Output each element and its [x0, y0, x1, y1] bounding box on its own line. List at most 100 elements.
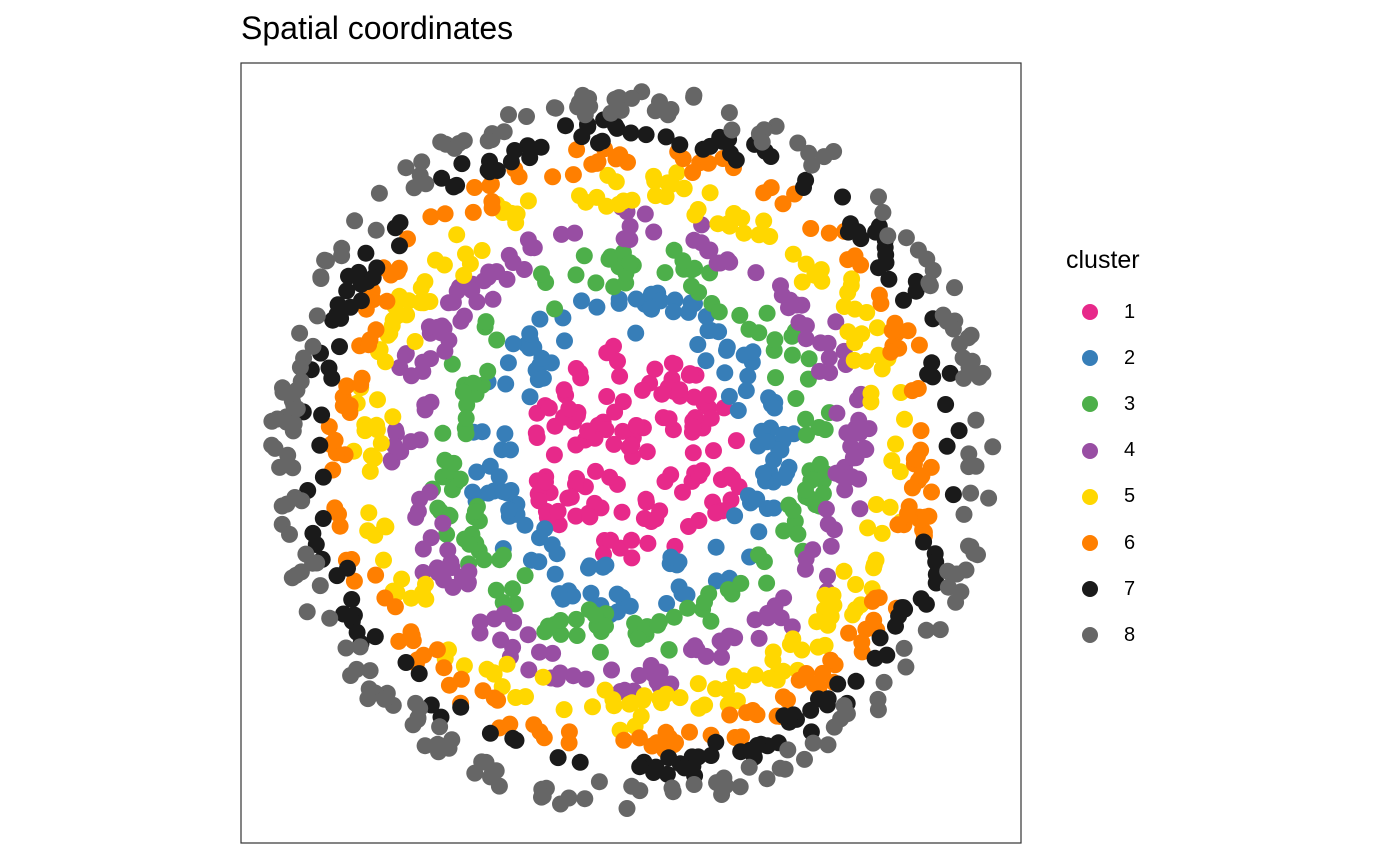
point-cluster-4	[505, 613, 523, 631]
point-cluster-3	[479, 362, 497, 380]
point-cluster-6	[327, 444, 345, 462]
point-cluster-5	[390, 306, 408, 324]
point-cluster-2	[546, 565, 564, 583]
point-cluster-6	[774, 195, 792, 213]
point-cluster-6	[802, 220, 820, 237]
point-cluster-1	[646, 360, 664, 378]
point-cluster-7	[448, 176, 466, 194]
point-cluster-3	[454, 383, 472, 401]
point-cluster-4	[577, 670, 595, 688]
point-cluster-7	[937, 396, 955, 413]
point-cluster-1	[680, 518, 697, 535]
point-cluster-5	[599, 166, 617, 184]
legend-key-dot	[1082, 442, 1098, 459]
point-cluster-7	[707, 733, 725, 751]
point-cluster-8	[895, 639, 913, 657]
point-cluster-7	[631, 758, 649, 776]
point-cluster-3	[750, 324, 768, 342]
point-cluster-2	[564, 587, 582, 605]
point-cluster-3	[758, 304, 776, 322]
point-cluster-4	[811, 362, 828, 380]
point-cluster-8	[825, 718, 843, 736]
point-cluster-7	[894, 599, 912, 617]
point-cluster-6	[510, 168, 528, 186]
point-cluster-6	[738, 704, 756, 722]
point-cluster-1	[685, 388, 703, 406]
point-cluster-4	[531, 643, 548, 661]
point-cluster-4	[812, 334, 830, 352]
point-cluster-5	[847, 576, 865, 593]
point-cluster-8	[618, 800, 636, 817]
point-cluster-2	[520, 339, 538, 357]
point-cluster-1	[639, 534, 657, 552]
point-cluster-8	[304, 337, 322, 355]
point-cluster-4	[475, 272, 493, 290]
point-cluster-8	[740, 758, 758, 776]
point-cluster-8	[962, 484, 980, 502]
point-cluster-6	[910, 336, 928, 354]
point-cluster-7	[923, 354, 941, 372]
point-cluster-4	[828, 404, 846, 422]
point-cluster-7	[676, 759, 693, 777]
point-cluster-2	[755, 465, 772, 482]
point-cluster-4	[544, 644, 562, 662]
point-cluster-6	[917, 508, 934, 526]
legend: cluster 1 2 3 4 5 6 7 8	[1066, 246, 1140, 659]
point-cluster-2	[499, 354, 517, 372]
point-cluster-6	[568, 141, 586, 159]
point-cluster-7	[391, 214, 409, 232]
point-cluster-6	[341, 404, 359, 421]
legend-item-7: 7	[1066, 566, 1140, 612]
point-cluster-1	[623, 436, 641, 454]
point-cluster-1	[656, 473, 674, 490]
point-cluster-7	[314, 468, 332, 486]
point-cluster-8	[663, 779, 681, 797]
point-cluster-5	[809, 638, 827, 656]
point-cluster-6	[912, 422, 930, 440]
point-cluster-4	[485, 610, 503, 628]
point-cluster-8	[297, 545, 315, 563]
point-cluster-8	[779, 741, 797, 759]
point-cluster-4	[790, 314, 808, 331]
point-cluster-2	[744, 343, 762, 361]
point-cluster-7	[927, 553, 945, 571]
point-cluster-2	[726, 507, 744, 525]
point-cluster-3	[798, 426, 815, 444]
point-cluster-2	[642, 300, 660, 318]
point-cluster-8	[500, 106, 517, 124]
point-cluster-1	[598, 344, 616, 362]
point-cluster-1	[562, 488, 580, 506]
point-cluster-1	[567, 475, 584, 493]
point-cluster-5	[746, 666, 764, 684]
point-cluster-8	[342, 667, 360, 684]
point-cluster-4	[440, 331, 458, 349]
point-cluster-6	[615, 731, 633, 749]
point-cluster-8	[312, 270, 330, 287]
legend-label: 4	[1124, 439, 1136, 462]
point-cluster-3	[516, 567, 534, 585]
point-cluster-3	[710, 303, 728, 321]
legend-key-dot	[1082, 535, 1098, 552]
point-cluster-5	[725, 205, 743, 222]
point-cluster-7	[311, 436, 329, 454]
point-cluster-6	[899, 322, 917, 340]
point-cluster-4	[851, 500, 869, 518]
point-cluster-8	[897, 229, 915, 247]
point-cluster-8	[870, 188, 887, 206]
point-cluster-4	[780, 299, 797, 317]
point-cluster-2	[748, 490, 766, 508]
point-cluster-5	[847, 601, 865, 618]
point-cluster-2	[464, 483, 482, 501]
point-cluster-8	[931, 621, 949, 639]
point-cluster-5	[728, 692, 746, 710]
point-cluster-7	[366, 628, 384, 646]
point-cluster-3	[567, 610, 585, 628]
point-cluster-8	[298, 603, 316, 621]
point-cluster-5	[372, 434, 390, 452]
point-cluster-7	[944, 486, 962, 504]
point-cluster-2	[765, 499, 783, 517]
point-cluster-5	[375, 551, 392, 569]
point-cluster-5	[689, 675, 707, 693]
point-cluster-7	[660, 749, 678, 767]
point-cluster-6	[797, 665, 815, 682]
